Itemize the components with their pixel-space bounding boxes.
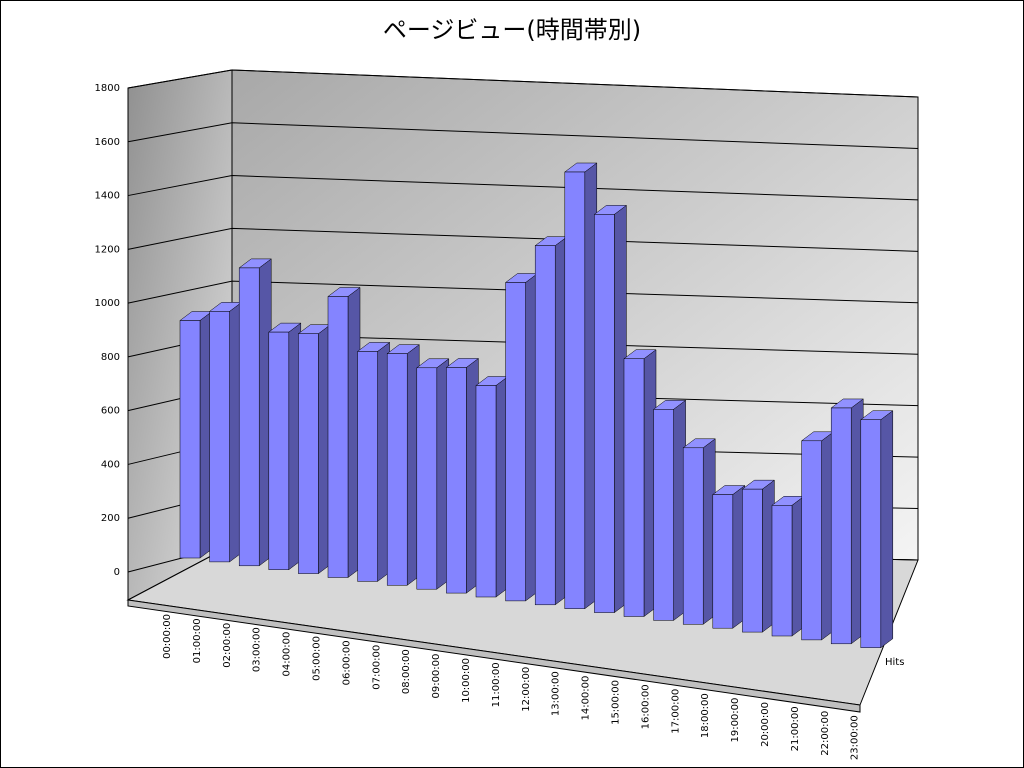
- x-tick-label: 14:00:00: [581, 676, 592, 721]
- chart-title: ページビュー(時間帯別): [383, 16, 641, 44]
- x-tick-label: 03:00:00: [252, 627, 263, 672]
- bar: [475, 385, 497, 598]
- bar: [505, 282, 526, 602]
- y-tick-label: 1600: [95, 137, 120, 148]
- bar: [801, 440, 822, 641]
- x-tick-label: 11:00:00: [491, 662, 502, 707]
- x-tick-label: 04:00:00: [282, 632, 293, 677]
- y-tick-label: 1400: [95, 191, 120, 202]
- x-tick-label: 15:00:00: [611, 680, 622, 725]
- bar: [386, 353, 408, 586]
- y-tick-label: 1000: [95, 298, 120, 309]
- bar: [268, 331, 290, 570]
- x-tick-label: 06:00:00: [341, 640, 352, 685]
- bar: [564, 171, 586, 609]
- bar: [594, 214, 615, 613]
- x-tick-label: 00:00:00: [162, 614, 173, 659]
- y-tick-label: 0: [114, 567, 120, 578]
- bar: [298, 333, 319, 574]
- x-tick-label: 09:00:00: [431, 654, 442, 699]
- bar: [860, 419, 882, 648]
- bar: [327, 296, 349, 578]
- grid-line: [127, 69, 919, 98]
- bar: [742, 488, 763, 633]
- bar: [179, 320, 201, 559]
- x-tick-label: 18:00:00: [700, 693, 711, 738]
- x-tick-label: 16:00:00: [640, 684, 651, 729]
- x-tick-label: 12:00:00: [521, 667, 532, 712]
- x-tick-label: 17:00:00: [670, 689, 681, 734]
- bar: [238, 267, 260, 567]
- x-tick-label: 23:00:00: [850, 715, 861, 760]
- bar: [534, 245, 556, 606]
- y-tick-label: 1200: [95, 244, 120, 255]
- x-tick-label: 19:00:00: [730, 698, 741, 743]
- x-tick-label: 20:00:00: [760, 702, 771, 747]
- y-tick-label: 800: [101, 352, 120, 363]
- bar: [446, 367, 467, 594]
- x-tick-label: 05:00:00: [312, 636, 323, 681]
- x-tick-label: 07:00:00: [371, 645, 382, 690]
- bar: [682, 447, 704, 625]
- x-tick-label: 22:00:00: [820, 711, 831, 756]
- bar: [357, 351, 378, 582]
- y-tick-label: 1800: [95, 83, 120, 94]
- y-tick-label: 400: [101, 459, 120, 470]
- bar: [416, 367, 438, 590]
- grid-line: [127, 175, 919, 201]
- bar: [623, 358, 645, 617]
- grid-line: [127, 280, 919, 304]
- x-tick-label: 10:00:00: [461, 658, 472, 703]
- bar: [209, 311, 230, 563]
- x-tick-label: 21:00:00: [790, 706, 801, 751]
- floor-edge: [127, 599, 861, 713]
- series-label: Hits: [885, 657, 904, 668]
- grid-line: [127, 227, 919, 252]
- bar-side: [880, 410, 894, 649]
- bar: [830, 407, 852, 645]
- bar: [653, 409, 674, 621]
- grid-line: [127, 122, 919, 149]
- bar: [771, 505, 793, 637]
- x-tick-label: 01:00:00: [192, 618, 203, 663]
- x-tick-label: 13:00:00: [551, 671, 562, 716]
- y-tick-label: 200: [101, 513, 120, 524]
- x-tick-label: 08:00:00: [401, 649, 412, 694]
- y-tick-label: 600: [101, 406, 120, 417]
- bar: [712, 494, 734, 629]
- x-tick-label: 02:00:00: [222, 623, 233, 668]
